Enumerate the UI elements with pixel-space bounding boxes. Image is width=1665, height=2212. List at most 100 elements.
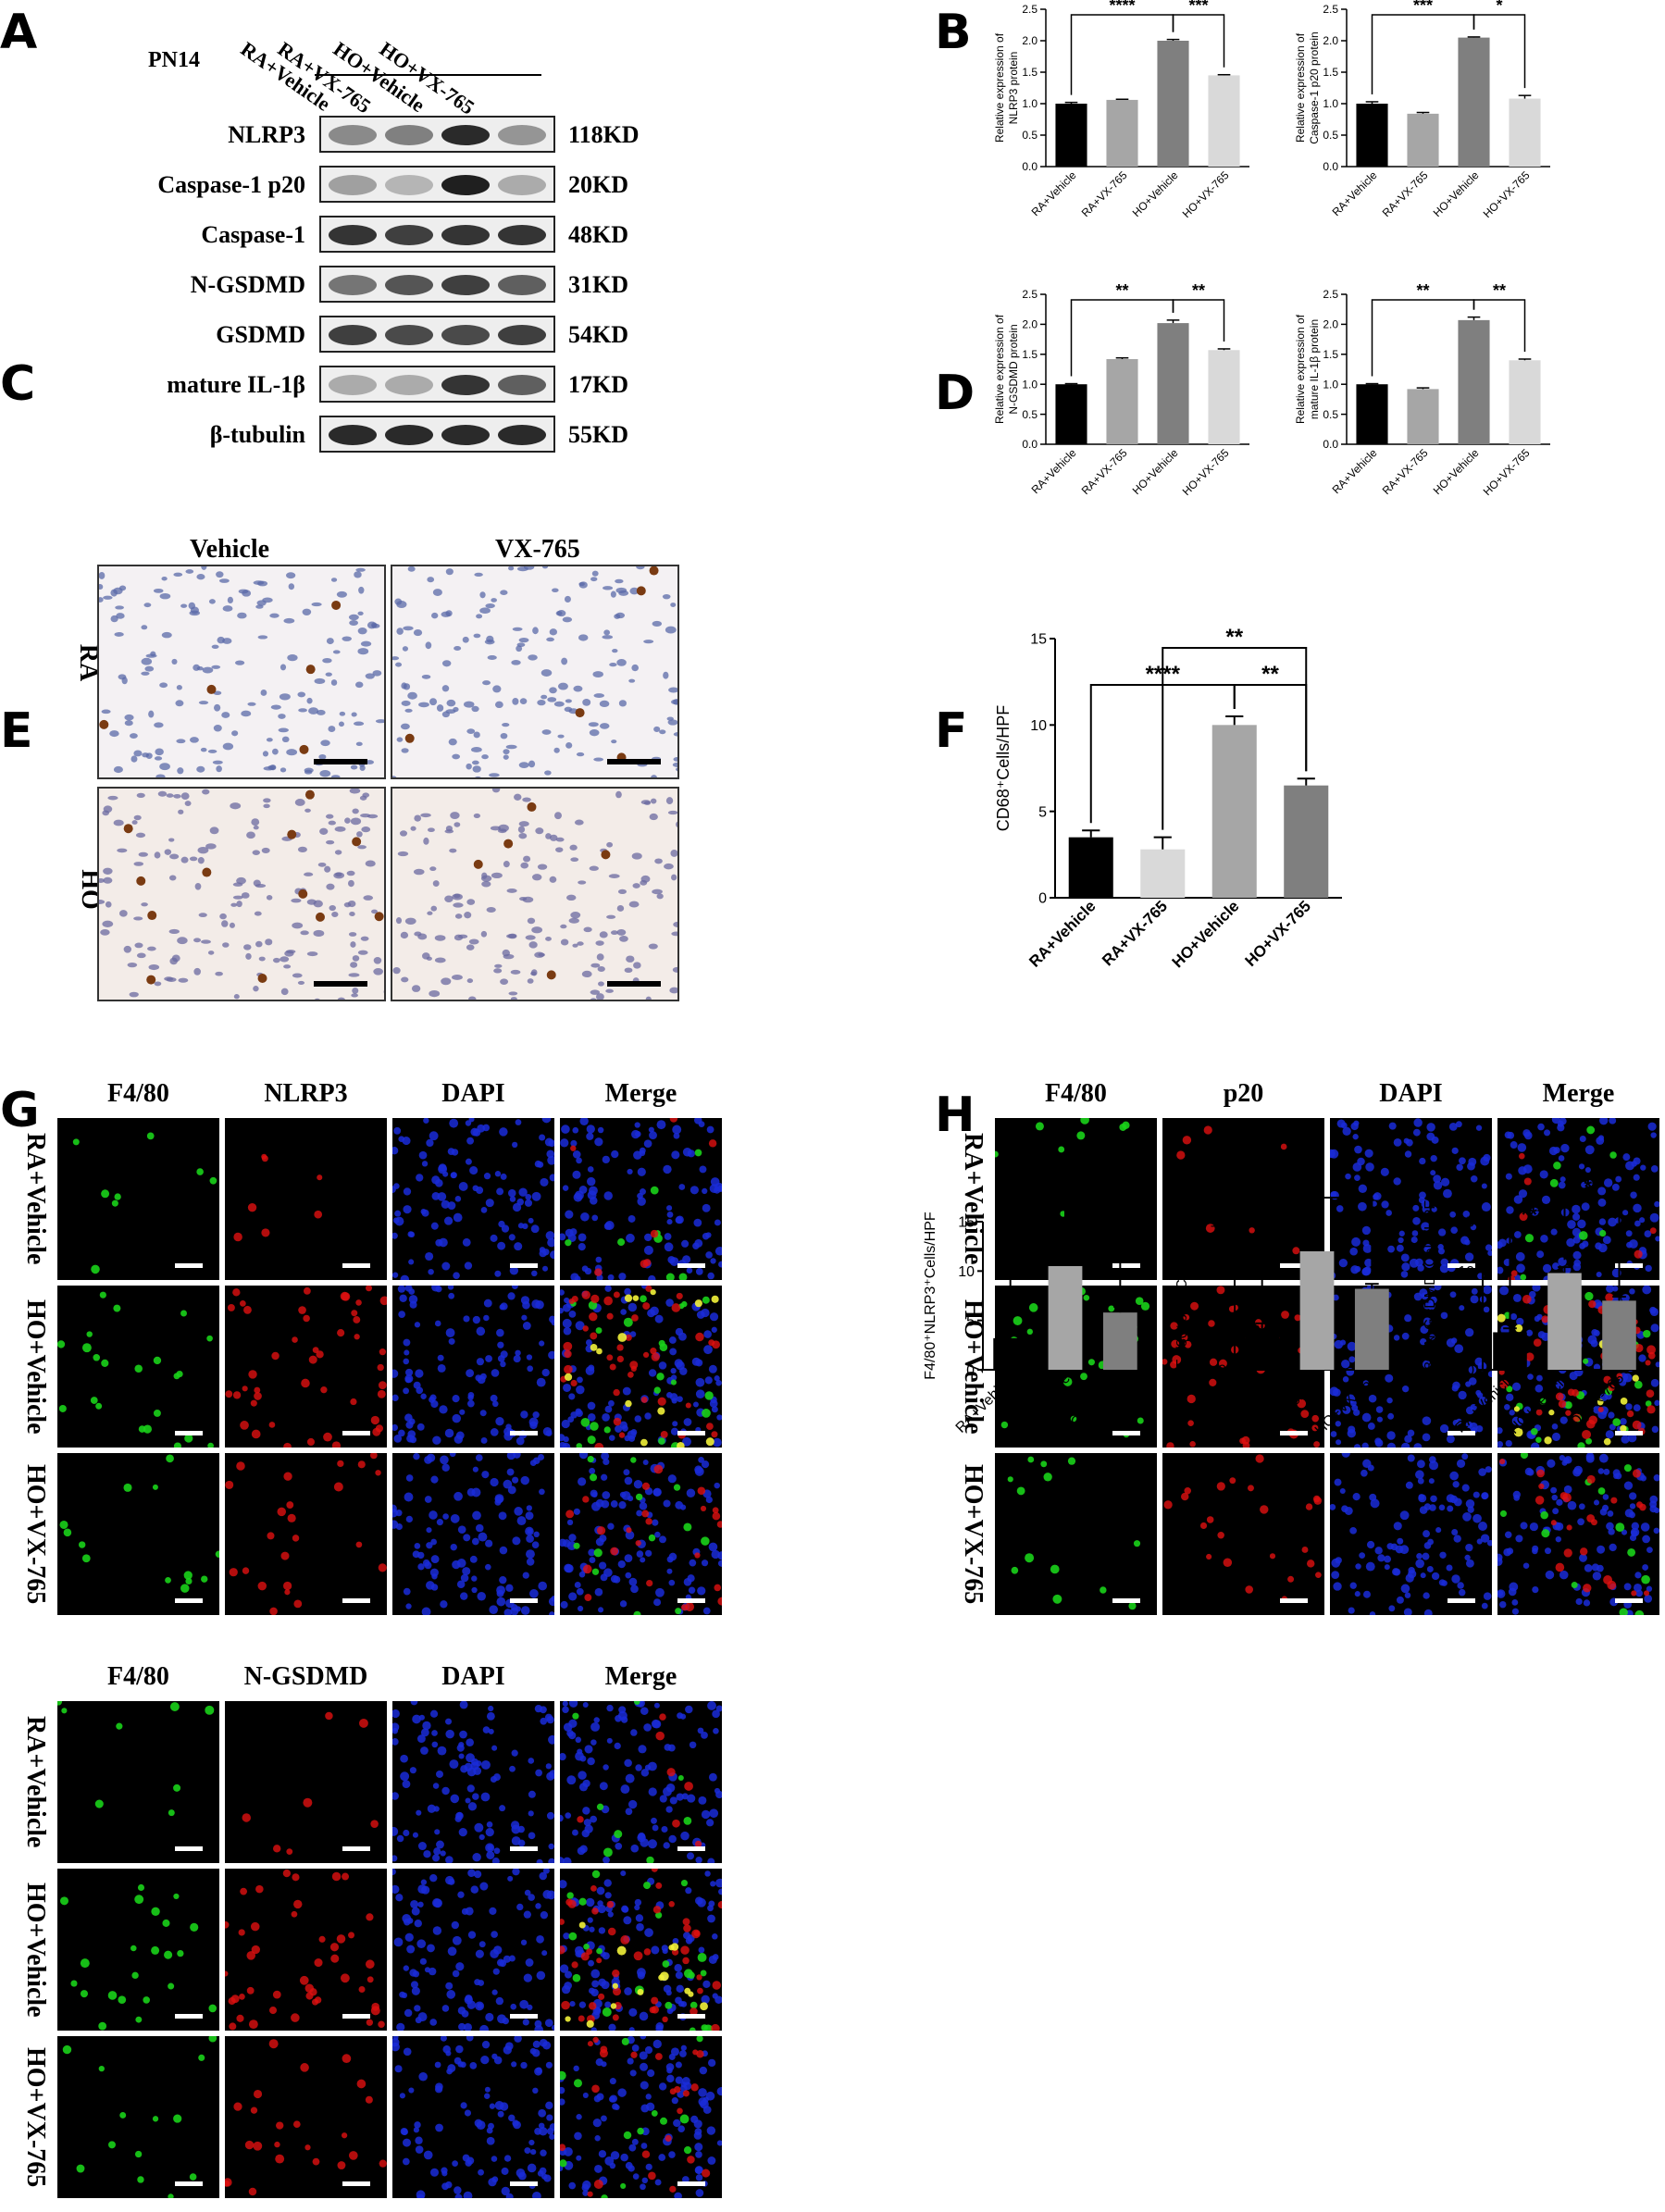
- fluo-image: [392, 1701, 554, 1863]
- fluo-col-label: F4/80: [107, 1079, 169, 1108]
- fluo-image: [995, 1118, 1157, 1280]
- blot-band: [498, 175, 546, 195]
- significance-label: **: [1115, 281, 1128, 300]
- y-tick-label: 0.5: [1022, 408, 1038, 421]
- panel-label-a: A: [0, 5, 38, 60]
- blot-protein-name: NLRP3: [228, 121, 305, 148]
- fluo-image: [560, 1453, 722, 1615]
- significance-label: *: [1496, 0, 1502, 15]
- fluo-image: [392, 2036, 554, 2198]
- bar: [1157, 323, 1189, 444]
- blot-band: [329, 325, 377, 345]
- fluo-image: [225, 1701, 387, 1863]
- x-tick-label: HO+VX-765: [1241, 897, 1314, 970]
- ihc-image: [97, 787, 386, 1001]
- chart-b3-ngsdmd: 0.0 0.5 1.0 1.5 2.0 2.5 Relative expression of…: [993, 281, 1249, 498]
- significance-bracket: [1316, 1197, 1373, 1277]
- x-tick-label: HO+Vehicle: [1130, 446, 1181, 497]
- bar: [1509, 360, 1541, 444]
- y-tick-label: 10: [1458, 1264, 1474, 1280]
- fluo-image: [57, 1701, 219, 1863]
- fluo-col-label: Merge: [1542, 1079, 1615, 1108]
- significance-label: **: [1416, 281, 1429, 300]
- ihc-col-vx765: VX-765: [495, 535, 580, 564]
- fluo-col-label: NLRP3: [264, 1079, 348, 1108]
- blot-protein-name: mature IL-1β: [167, 371, 305, 398]
- blot-band: [498, 275, 546, 295]
- fluo-image: [57, 1869, 219, 2031]
- y-axis-label: Relative expression of: [1294, 32, 1307, 143]
- bar: [1048, 1266, 1083, 1370]
- blot-strip: [319, 166, 555, 203]
- y-tick-label: 15: [1210, 1215, 1226, 1231]
- ihc-col-vehicle: Vehicle: [190, 535, 270, 564]
- blot-band: [329, 275, 377, 295]
- blot-strip: [319, 416, 555, 453]
- bar: [1106, 99, 1138, 167]
- y-tick-label: 1.5: [1022, 348, 1038, 361]
- y-tick-label: 2.0: [1022, 318, 1038, 331]
- fluo-image: [225, 2036, 387, 2198]
- fluo-row-label: RA+Vehicle: [21, 1133, 50, 1265]
- y-tick-label: 1.5: [1323, 66, 1338, 79]
- bar: [1493, 1332, 1527, 1370]
- fluo-row-label: HO+Vehicle: [21, 1299, 50, 1435]
- fluo-col-label: DAPI: [1379, 1079, 1443, 1108]
- blot-band: [329, 375, 377, 395]
- y-tick-label: 0.5: [1323, 408, 1338, 421]
- fluo-image: [225, 1453, 387, 1615]
- y-tick-label: 0: [1466, 1363, 1474, 1379]
- y-tick-label: 0.0: [1323, 160, 1338, 173]
- fluo-image: [57, 1286, 219, 1448]
- blot-band: [329, 425, 377, 445]
- fluo-col-label: DAPI: [441, 1079, 505, 1108]
- y-axis-label: Relative expression of: [993, 314, 1006, 424]
- fluo-image: [392, 1118, 554, 1280]
- blot-band: [385, 125, 433, 145]
- x-tick-label: RA+Vehicle: [1330, 446, 1380, 496]
- bar: [1068, 837, 1113, 898]
- fluo-image: [225, 1118, 387, 1280]
- fluo-image: [560, 2036, 722, 2198]
- x-tick-label: RA+VX-765: [1079, 168, 1130, 219]
- y-tick-label: 2.0: [1323, 318, 1338, 331]
- y-tick-label: 2.5: [1323, 288, 1338, 301]
- blot-band: [441, 175, 490, 195]
- x-tick-label: HO+VX-765: [1481, 446, 1533, 498]
- fluo-image: [392, 1869, 554, 2031]
- x-tick-label: RA+Vehicle: [1029, 446, 1079, 496]
- x-tick-label: HO+Vehicle: [1169, 897, 1243, 971]
- significance-label: **: [1584, 1175, 1600, 1199]
- y-tick-label: 10: [958, 1264, 975, 1280]
- blot-band: [441, 275, 490, 295]
- blot-kd-label: 54KD: [568, 321, 628, 348]
- blot-strip: [319, 116, 555, 153]
- blot-kd-label: 20KD: [568, 171, 628, 198]
- fluo-image: [57, 1118, 219, 1280]
- bar: [1509, 98, 1541, 167]
- bar: [1354, 1288, 1389, 1370]
- fluo-image: [560, 1118, 722, 1280]
- y-tick-label: 5: [1218, 1313, 1226, 1329]
- significance-label: ****: [1522, 1203, 1554, 1226]
- bar: [1284, 785, 1329, 898]
- x-tick-label: RA+VX-765: [1380, 446, 1431, 497]
- y-tick-label: 10: [1210, 1264, 1226, 1280]
- bar: [1547, 1273, 1582, 1370]
- bar: [1245, 1328, 1280, 1370]
- bar: [1055, 384, 1087, 444]
- significance-label: ***: [1188, 0, 1208, 15]
- y-tick-label: 5: [1038, 804, 1047, 820]
- bar: [1140, 849, 1186, 898]
- blot-band: [498, 375, 546, 395]
- fluo-row-label: HO+VX-765: [21, 1463, 50, 1605]
- y-tick-label: 2.0: [1323, 34, 1338, 47]
- fluo-col-label: F4/80: [107, 1662, 169, 1691]
- blot-header-rule: [315, 74, 541, 76]
- fluo-image: [995, 1453, 1157, 1615]
- y-tick-label: 2.5: [1323, 3, 1338, 16]
- blot-kd-label: 31KD: [568, 271, 628, 298]
- blot-band: [498, 425, 546, 445]
- x-tick-label: RA+VX-765: [1380, 168, 1431, 219]
